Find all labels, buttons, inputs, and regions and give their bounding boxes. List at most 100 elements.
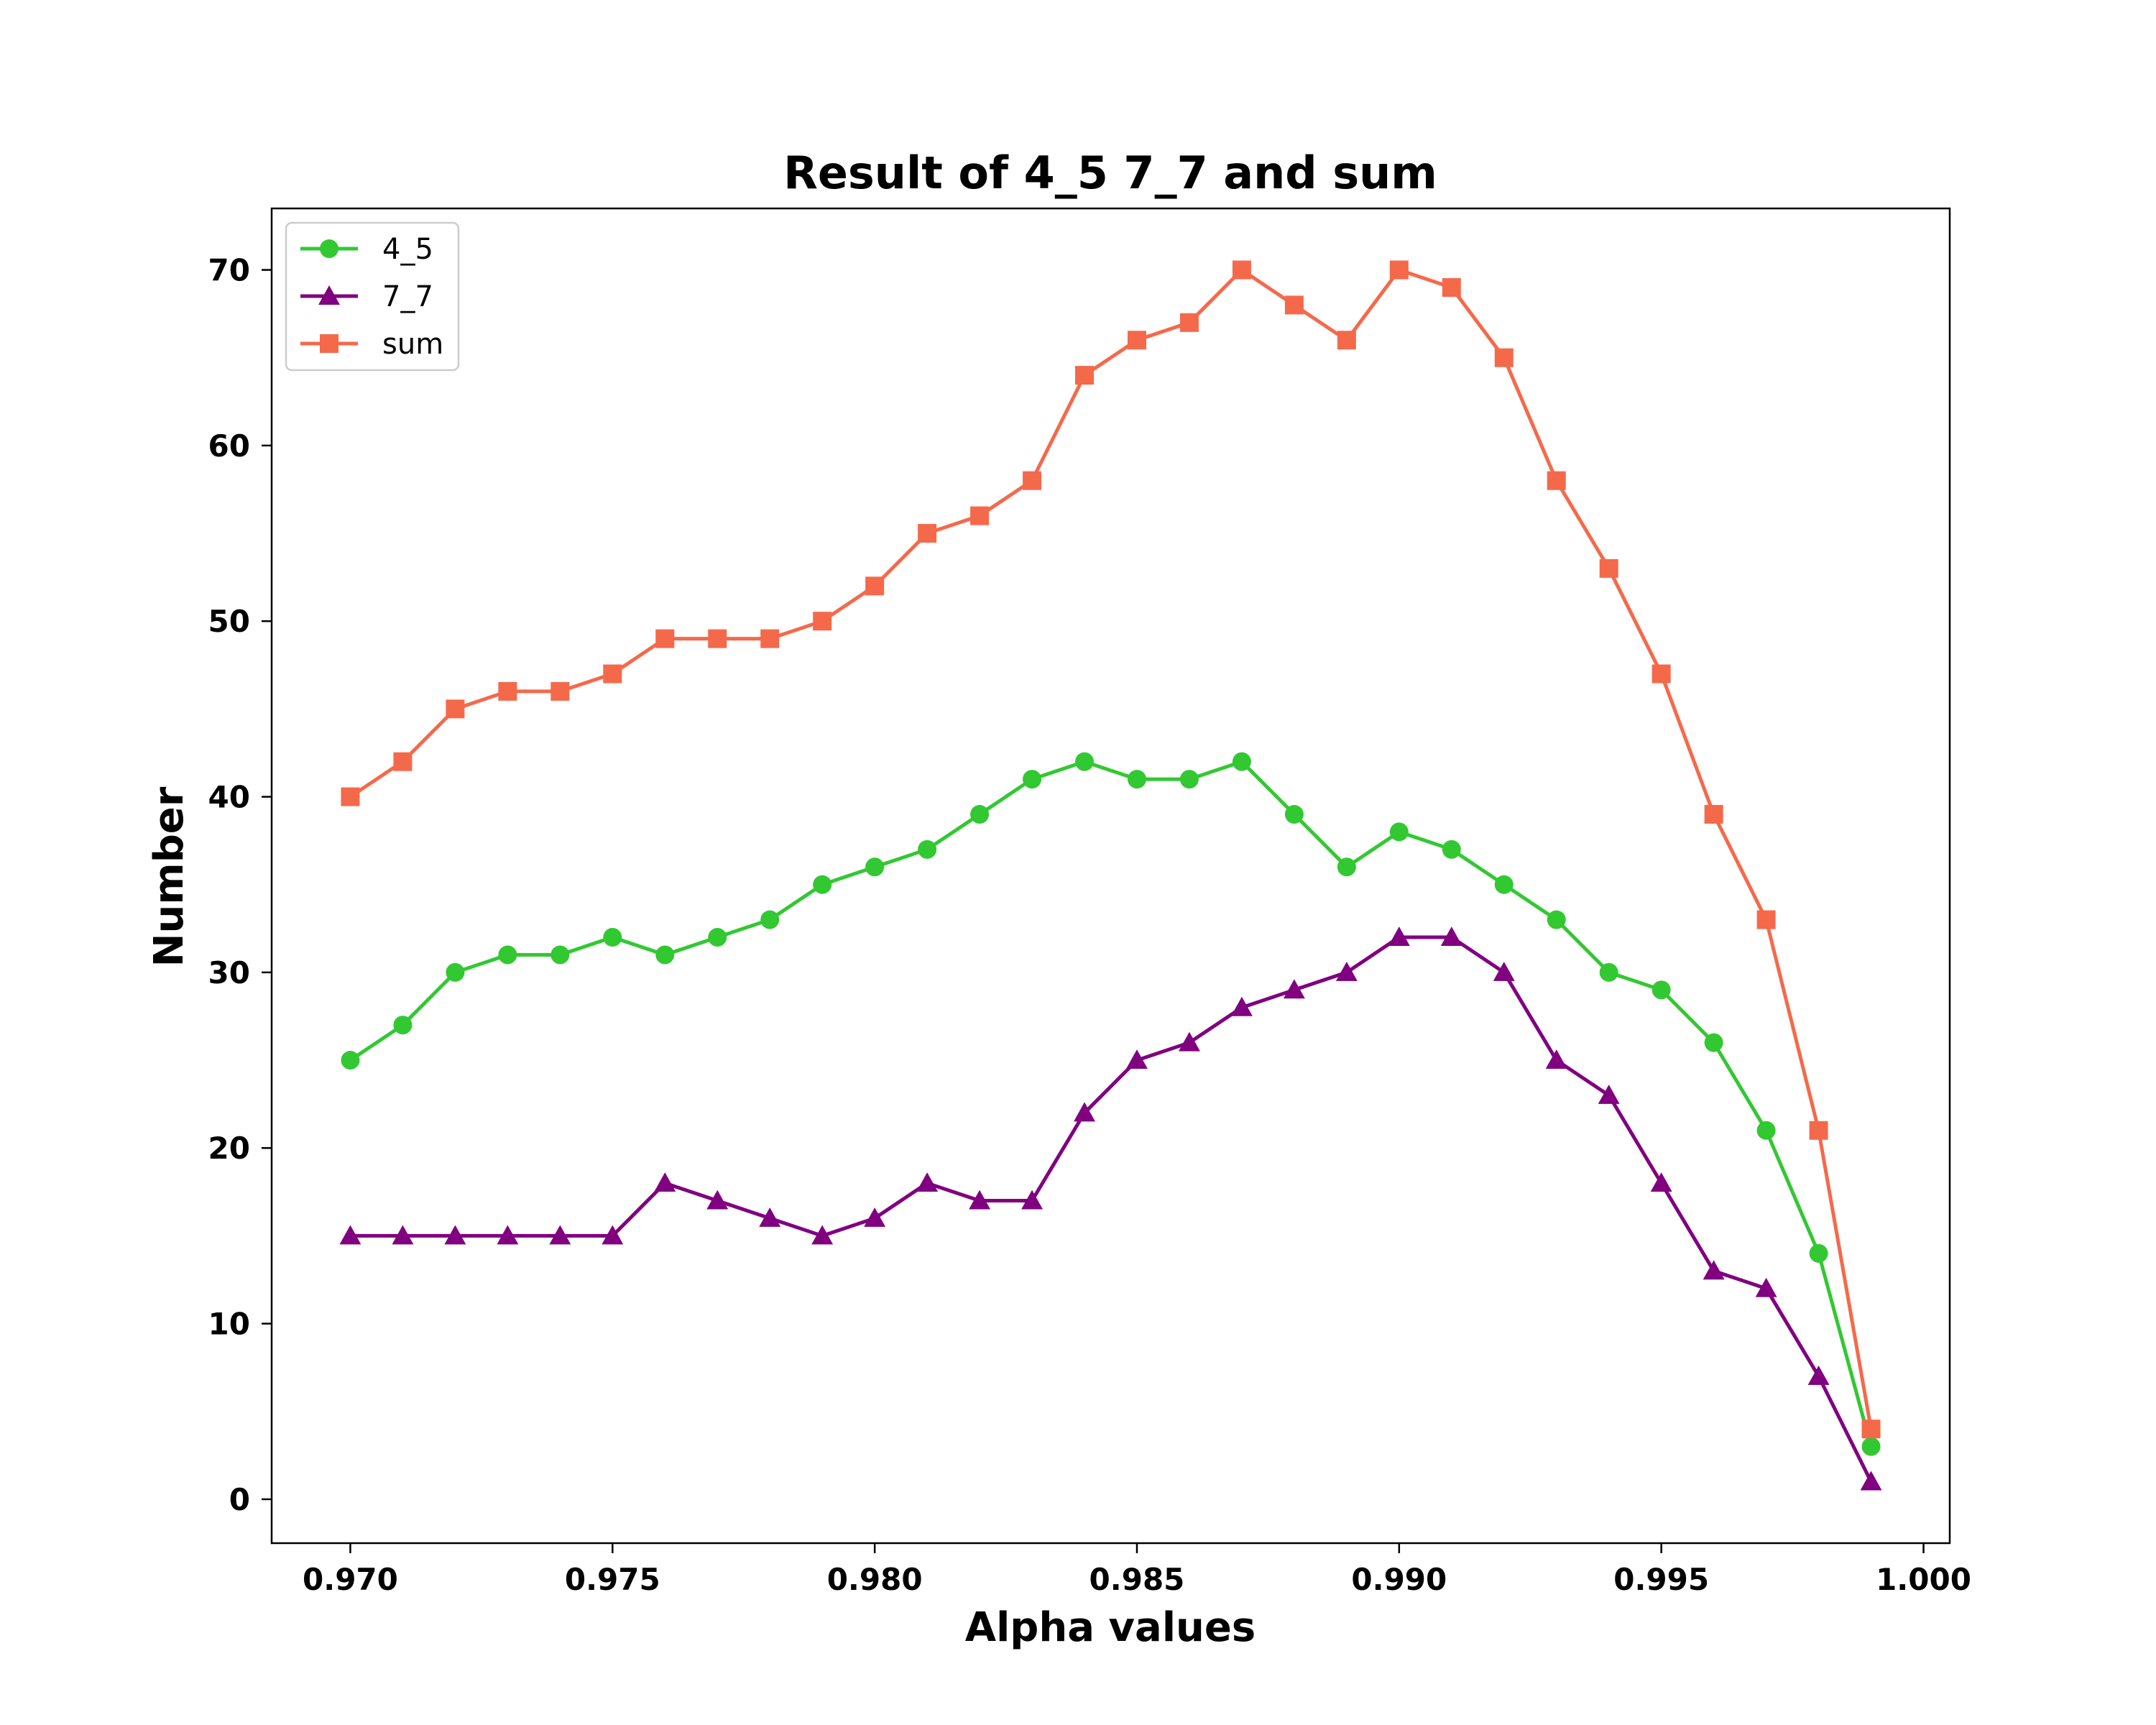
y-axis: 0 10 20 30 40 50 60 70	[208, 253, 272, 1517]
data-point	[1023, 770, 1042, 789]
data-point	[1179, 1031, 1200, 1052]
data-point	[1440, 926, 1462, 946]
data-point	[1651, 664, 1671, 684]
data-point	[1494, 875, 1514, 894]
data-point	[1230, 996, 1253, 1016]
data-point	[918, 524, 937, 543]
x-tick-label: 0.980	[827, 1562, 923, 1597]
data-point	[1179, 770, 1199, 789]
data-point	[602, 1225, 624, 1245]
data-point	[446, 962, 465, 982]
data-point	[1179, 313, 1199, 332]
legend-marker	[320, 239, 338, 258]
data-point	[969, 1190, 991, 1210]
data-point	[759, 1208, 781, 1227]
data-point	[498, 681, 517, 701]
y-tick-label: 30	[208, 955, 250, 990]
data-point	[1284, 804, 1304, 824]
data-point	[1127, 331, 1146, 350]
y-tick-label: 50	[208, 604, 250, 639]
series-4-5	[341, 752, 1881, 1456]
data-point	[1442, 277, 1461, 297]
plot-frame	[270, 207, 1951, 1545]
data-point	[811, 1225, 834, 1245]
data-point	[1337, 331, 1356, 350]
x-axis-label: Alpha values	[965, 1604, 1256, 1651]
data-point	[1283, 979, 1305, 999]
data-point	[1127, 770, 1146, 789]
data-point	[393, 1016, 413, 1035]
data-point	[1389, 260, 1409, 280]
data-point	[1337, 857, 1356, 877]
data-point	[1284, 295, 1304, 315]
legend-label: sum	[382, 328, 443, 361]
data-point	[706, 1190, 729, 1210]
data-point	[1547, 471, 1566, 490]
data-point	[1598, 1084, 1620, 1104]
y-tick-label: 60	[208, 428, 250, 464]
y-tick-label: 10	[208, 1307, 250, 1342]
data-point	[1599, 962, 1618, 982]
data-point	[1074, 1102, 1095, 1122]
x-tick-label: 0.970	[303, 1562, 398, 1597]
series-line	[350, 935, 1873, 1483]
plot-area	[339, 260, 1882, 1491]
data-point	[1023, 471, 1042, 490]
legend-marker	[320, 334, 338, 353]
data-point	[813, 875, 832, 894]
y-tick-label: 70	[208, 253, 250, 288]
data-point	[1545, 1049, 1567, 1070]
data-point	[655, 629, 675, 648]
data-point	[444, 1225, 466, 1245]
data-point	[393, 752, 413, 771]
y-axis-label: Number	[146, 786, 193, 967]
x-axis: 0.970 0.975 0.980 0.985 0.990 0.995 1.000	[303, 1543, 1971, 1597]
data-point	[864, 1208, 886, 1227]
data-point	[1809, 1243, 1828, 1263]
data-point	[654, 1172, 676, 1192]
data-point	[1388, 926, 1410, 946]
data-point	[1756, 910, 1776, 929]
data-point	[1389, 822, 1409, 842]
data-point	[916, 1172, 939, 1192]
data-point	[1755, 1277, 1777, 1297]
data-point	[1861, 1420, 1881, 1439]
data-point	[655, 945, 675, 965]
data-point	[1494, 348, 1514, 367]
data-point	[1075, 752, 1095, 771]
data-point	[1651, 980, 1671, 1000]
data-point	[446, 699, 465, 719]
chart-title: Result of 4_5 7_7 and sum	[783, 147, 1437, 199]
data-point	[970, 804, 990, 824]
legend-entry-4-5: 4_5	[300, 233, 433, 266]
x-tick-label: 0.990	[1351, 1562, 1447, 1597]
data-point	[1547, 910, 1566, 929]
data-point	[1704, 804, 1723, 824]
data-point	[1075, 366, 1095, 385]
x-tick-label: 0.995	[1613, 1562, 1709, 1597]
data-point	[603, 928, 622, 947]
data-point	[1599, 558, 1618, 578]
data-point	[497, 1225, 519, 1245]
data-point	[341, 1051, 360, 1070]
data-point	[970, 506, 990, 525]
data-point	[1493, 961, 1515, 981]
data-point	[498, 945, 517, 965]
data-point	[1807, 1365, 1830, 1385]
data-point	[549, 1225, 571, 1245]
legend-marker	[318, 285, 340, 305]
data-point	[760, 629, 780, 648]
data-point	[1335, 961, 1358, 981]
data-point	[392, 1225, 414, 1245]
data-point	[550, 945, 570, 965]
series-sum	[341, 260, 1881, 1439]
legend-entry-7-7: 7_7	[300, 280, 433, 313]
legend-label: 4_5	[382, 233, 433, 266]
data-point	[550, 681, 570, 701]
data-point	[1650, 1172, 1672, 1192]
x-tick-label: 1.000	[1876, 1562, 1971, 1597]
data-point	[603, 664, 622, 684]
data-point	[865, 857, 885, 877]
